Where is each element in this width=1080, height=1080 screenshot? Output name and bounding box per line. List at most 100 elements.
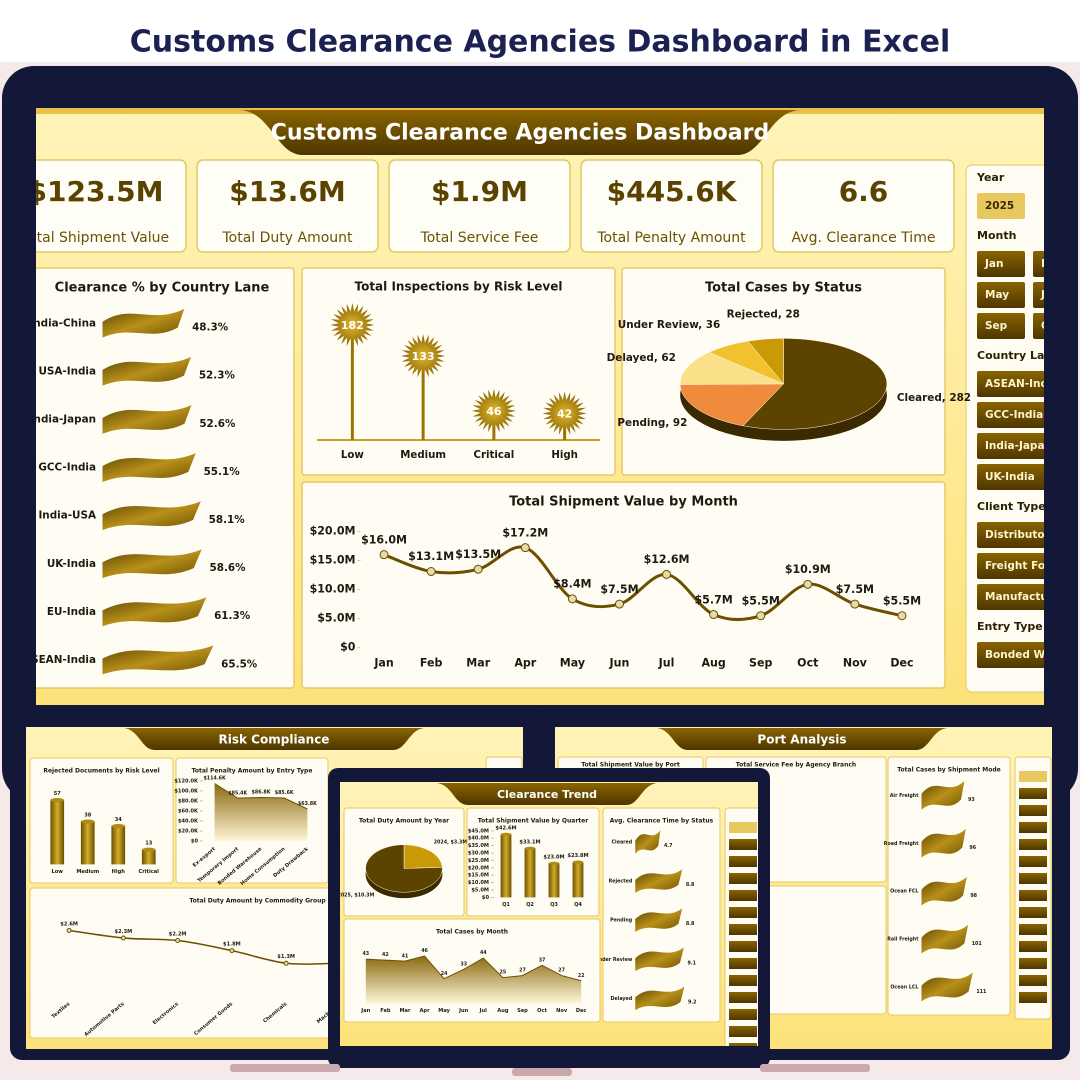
slicer-button[interactable] — [977, 371, 1059, 397]
slicer-button[interactable] — [729, 924, 757, 935]
slicer-button[interactable] — [1019, 873, 1047, 884]
slicer-button[interactable] — [1019, 805, 1047, 816]
chart-title: Total Inspections by Risk Level — [354, 280, 562, 294]
marker — [897, 611, 907, 621]
slicer-item: ASEAN-India — [985, 378, 1059, 390]
kpi-label: Total Service Fee — [420, 230, 539, 246]
x-tick-label: May — [438, 1008, 450, 1014]
value-label: 24 — [441, 971, 448, 977]
slicer-button[interactable] — [1019, 907, 1047, 918]
chart-panel — [301, 267, 616, 476]
kpi-card — [772, 159, 955, 253]
slicer-button[interactable] — [729, 1009, 757, 1020]
slicer-button[interactable] — [977, 642, 1059, 668]
slicer-item: Sep — [985, 320, 1008, 332]
slicer-button[interactable] — [729, 907, 757, 918]
value-label: $16.0M — [361, 533, 407, 546]
slicer-button[interactable] — [1019, 890, 1047, 901]
bar-cap — [111, 823, 126, 829]
wave-bar — [635, 986, 685, 1011]
slicer-button[interactable] — [977, 553, 1059, 579]
slicer-button[interactable] — [729, 822, 757, 833]
slicer-button[interactable] — [1019, 788, 1047, 799]
slicer-button[interactable] — [977, 282, 1025, 308]
category-label: India-China — [29, 317, 96, 329]
slicer-button[interactable] — [977, 522, 1059, 548]
slicer-button[interactable] — [729, 1043, 757, 1054]
slicer-button[interactable] — [1019, 839, 1047, 850]
slicer-button[interactable] — [977, 433, 1059, 459]
x-tick-label: May — [560, 656, 585, 669]
slicer-button[interactable] — [1019, 771, 1047, 782]
slicer-item: Oct — [1041, 320, 1061, 332]
slicer-button[interactable] — [729, 958, 757, 969]
chart-title: Total Penalty Amount by Entry Type — [192, 768, 313, 775]
slicer-button[interactable] — [1019, 992, 1047, 1003]
slicer-button[interactable] — [729, 890, 757, 901]
value-label: Under Review, 36 — [618, 319, 720, 331]
slicer-button[interactable] — [729, 839, 757, 850]
value-label: 58.1% — [209, 514, 246, 526]
slicer-button[interactable] — [729, 856, 757, 867]
x-tick-label: Medium — [76, 869, 99, 875]
wave-bar — [921, 924, 969, 954]
marker — [803, 579, 813, 589]
slicer-button[interactable] — [1019, 975, 1047, 986]
value-label: $1.8M — [223, 942, 241, 948]
slicer-button[interactable] — [977, 464, 1059, 490]
slicer-button[interactable] — [1019, 856, 1047, 867]
slicer-button[interactable] — [729, 873, 757, 884]
slicer-button[interactable] — [977, 313, 1025, 339]
x-tick-label: Nov — [556, 1008, 568, 1014]
value-label: Delayed, 62 — [607, 352, 676, 364]
slicer-button[interactable] — [1019, 822, 1047, 833]
slicer-button[interactable] — [729, 941, 757, 952]
slicer-button[interactable] — [729, 1026, 757, 1037]
slicer-button[interactable] — [977, 251, 1025, 277]
value-label: 41 — [402, 953, 409, 959]
slicer-button[interactable] — [977, 193, 1025, 219]
marker — [614, 599, 624, 609]
kpi-card — [388, 159, 571, 253]
marker — [567, 594, 577, 604]
slicer-button[interactable] — [1033, 251, 1080, 277]
value-label: 34 — [115, 817, 123, 823]
x-tick-label: Jan — [373, 656, 393, 669]
slicer-button[interactable] — [729, 992, 757, 1003]
category-label: India-USA — [38, 510, 96, 522]
chart-title: Total Cases by Month — [436, 929, 508, 936]
chart-panel — [36, 267, 295, 689]
wave-bar — [102, 549, 202, 579]
value-label: 96 — [969, 845, 976, 851]
slicer-item: Feb — [1041, 258, 1063, 270]
slicer-button[interactable] — [977, 584, 1059, 610]
chart-panel — [301, 481, 946, 689]
slicer-button[interactable] — [1019, 941, 1047, 952]
slicer-button[interactable] — [729, 975, 757, 986]
y-tick-label: $10.0M — [468, 880, 489, 886]
banner-tab — [240, 110, 800, 155]
y-tick-label: $20.0K — [178, 828, 199, 834]
area — [214, 783, 308, 841]
banner-tab — [657, 728, 947, 750]
value-label: 111 — [976, 989, 986, 995]
slicer-button[interactable] — [1019, 958, 1047, 969]
category-label: India-Japan — [30, 413, 96, 425]
wave-bar — [635, 830, 661, 854]
chart-title: Total Shipment Value by Port — [581, 762, 680, 769]
slicer-button[interactable] — [1033, 313, 1080, 339]
slicer-button[interactable] — [1019, 924, 1047, 935]
slicer-button[interactable] — [1033, 282, 1080, 308]
marker — [709, 610, 719, 620]
marker — [66, 927, 72, 933]
chart-title: Total Shipment Value by Quarter — [478, 818, 588, 825]
marker — [662, 569, 672, 579]
marker — [229, 948, 235, 954]
x-tick-label: Q4 — [574, 902, 582, 908]
value-label: 57 — [54, 791, 62, 797]
y-tick-label: $0 — [340, 641, 356, 654]
wave-bar — [921, 972, 973, 1002]
value-label: 25 — [500, 970, 507, 976]
slicer-button[interactable] — [977, 402, 1059, 428]
